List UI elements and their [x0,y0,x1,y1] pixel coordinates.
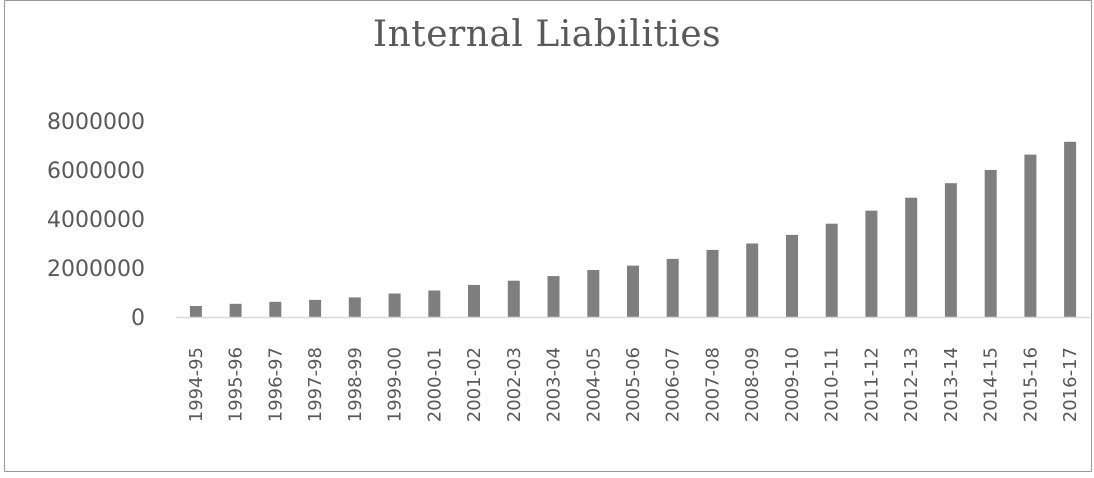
x-tick-label: 1994-95 [186,347,207,422]
y-tick-label: 0 [131,306,145,331]
bar [1024,154,1037,317]
x-tick-label: 2009-10 [782,347,803,422]
x-tick-label: 1995-96 [226,347,247,422]
bar [309,299,322,317]
y-tick-label: 2000000 [47,257,145,282]
bar [348,297,361,317]
x-tick-label: 2007-08 [702,347,723,422]
bar [587,270,600,317]
x-tick-label: 2001-02 [464,347,485,422]
bar [507,280,520,317]
x-tick-label: 2005-06 [623,347,644,422]
bar [189,306,202,317]
chart-title: Internal Liabilities [372,14,722,55]
bar [984,170,997,317]
bar [627,265,639,317]
bar [706,249,719,317]
bar [825,223,838,317]
y-tick-label: 6000000 [47,159,145,184]
x-tick-label: 2003-04 [544,347,565,422]
x-tick-label: 2000-01 [424,347,445,422]
x-tick-label: 1996-97 [265,347,286,422]
bar [944,183,957,317]
x-tick-label: 2016-17 [1060,347,1081,422]
bar [269,301,282,317]
x-tick-label: 2006-07 [663,347,684,422]
bar [1064,141,1077,317]
bar [786,234,798,317]
x-tick-label: 2010-11 [822,347,843,422]
x-tick-label: 2004-05 [583,347,604,422]
x-tick-label: 1999-00 [385,347,406,422]
x-tick-label: 2011-12 [861,347,882,422]
x-tick-label: 2012-13 [901,347,922,422]
bar [468,284,480,317]
x-tick-label: 2015-16 [1020,347,1041,422]
y-tick-label: 8000000 [47,110,145,135]
x-tick-label: 2013-14 [941,347,962,422]
x-tick-label: 1997-98 [305,347,326,422]
bar [905,197,918,317]
chart-border [4,0,1092,472]
x-tick-label: 1998-99 [345,347,366,422]
y-tick-label: 4000000 [47,208,145,233]
bar [547,276,560,317]
x-tick-label: 2002-03 [504,347,525,422]
bar [865,210,878,317]
x-tick-label: 2008-09 [742,347,763,422]
bar [388,293,401,317]
bar [428,290,441,317]
bar [746,243,759,317]
bar [229,303,242,317]
bar [666,258,679,317]
x-tick-label: 2014-15 [981,347,1002,422]
